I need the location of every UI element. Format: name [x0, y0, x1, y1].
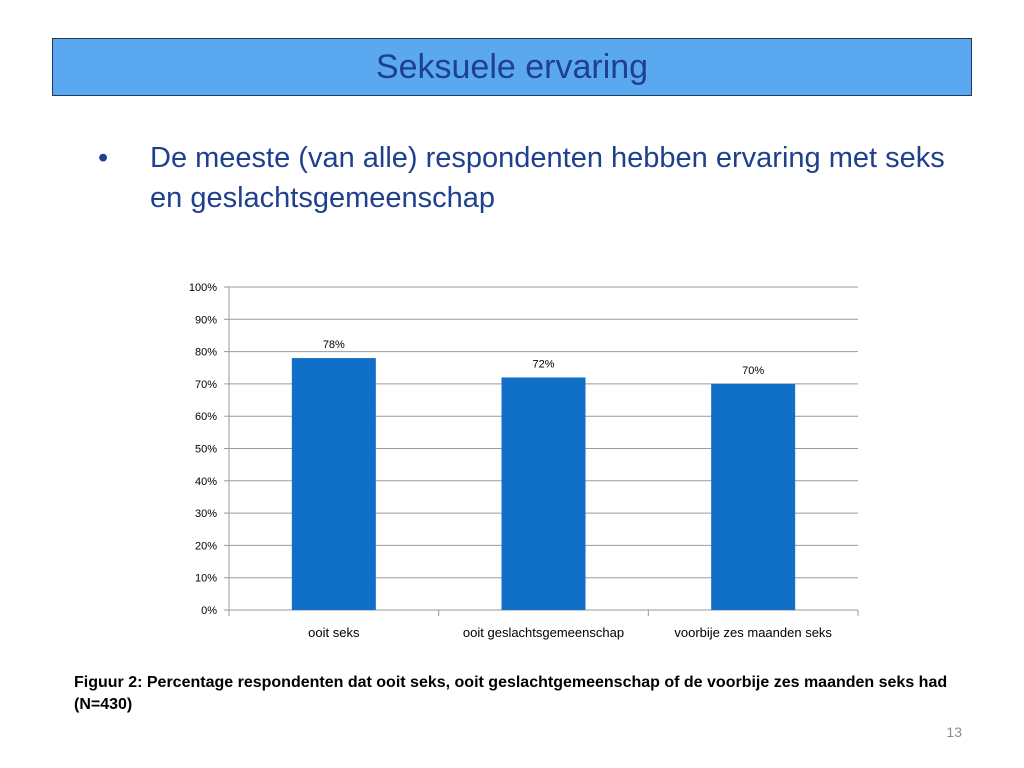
- title-bar: Seksuele ervaring: [52, 38, 972, 96]
- bullet-dot-icon: •: [98, 142, 109, 174]
- y-tick-label: 80%: [195, 347, 217, 359]
- slide-title: Seksuele ervaring: [375, 47, 649, 86]
- y-tick-label: 100%: [189, 282, 217, 294]
- x-category-label: ooit seks: [308, 625, 360, 640]
- data-label: 70%: [742, 365, 764, 377]
- data-label: 72%: [532, 358, 554, 370]
- y-tick-label: 0%: [201, 605, 217, 617]
- y-tick-label: 70%: [195, 379, 217, 391]
- bullet-text: De meeste (van alle) respondenten hebben…: [150, 142, 945, 214]
- x-category-label: ooit geslachtsgemeenschap: [463, 625, 624, 640]
- y-tick-label: 50%: [195, 444, 217, 456]
- bar: [711, 383, 796, 610]
- y-tick-label: 40%: [195, 476, 217, 488]
- y-tick-label: 30%: [195, 508, 217, 520]
- page-number: 13: [946, 724, 962, 740]
- y-tick-label: 90%: [195, 314, 217, 326]
- y-tick-label: 10%: [195, 573, 217, 585]
- data-label: 78%: [323, 339, 345, 351]
- x-category-label: voorbije zes maanden seks: [674, 625, 832, 640]
- figure-caption: Figuur 2: Percentage respondenten dat oo…: [74, 674, 948, 713]
- bar: [501, 377, 586, 610]
- y-tick-label: 60%: [195, 411, 217, 423]
- bar: [291, 358, 376, 610]
- y-tick-label: 20%: [195, 540, 217, 552]
